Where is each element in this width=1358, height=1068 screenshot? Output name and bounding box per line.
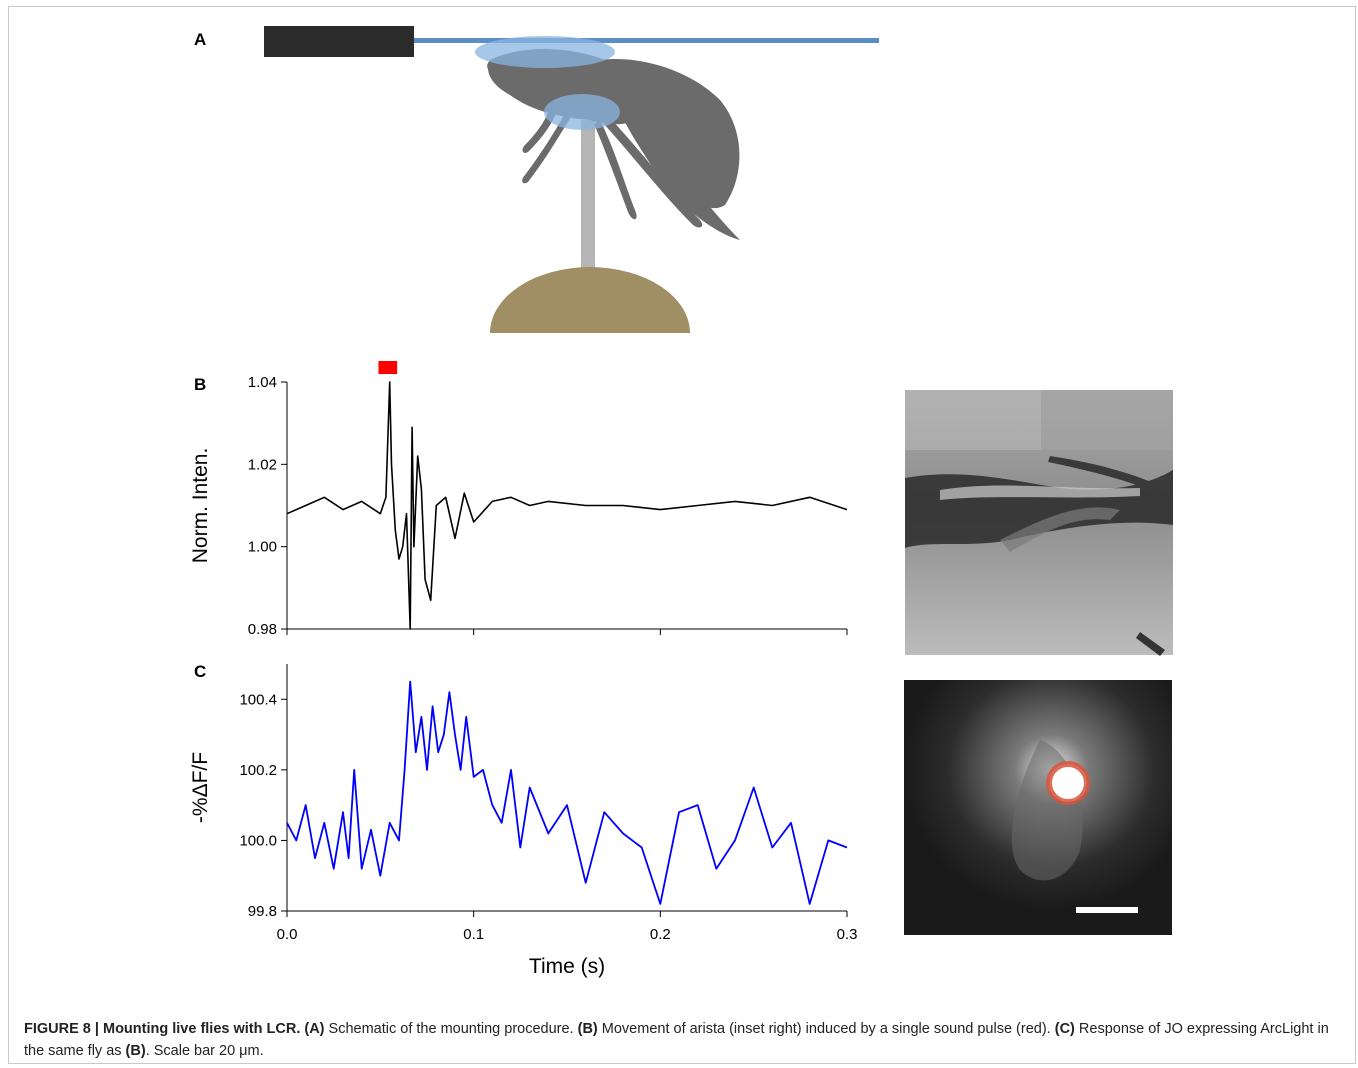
panel-c-label: C: [194, 662, 206, 681]
glue-thorax: [544, 94, 620, 130]
caption-c-ref: (C): [1054, 1021, 1075, 1037]
chart-c-xlabel: Time (s): [529, 955, 605, 978]
chart-c-xtick-label: 0.2: [650, 926, 671, 943]
figure-frame: [8, 6, 1356, 1064]
panel-a-label: A: [194, 30, 206, 49]
chart-b-trace: [286, 381, 848, 630]
chart-b-ytick-label: 1.04: [248, 374, 277, 391]
caption-a-text: Schematic of the mounting procedure.: [324, 1021, 578, 1037]
caption-b-text: Movement of arista (inset right) induced…: [597, 1021, 1055, 1037]
chart-b-ytick-label: 0.98: [248, 621, 277, 638]
chart-c-ytick-label: 100.4: [239, 691, 277, 708]
base-mound: [490, 267, 690, 333]
chart-c-ytick-label: 99.8: [248, 903, 277, 920]
chart-b-ytick-label: 1.02: [248, 456, 277, 473]
arista-inset-photo: [905, 390, 1173, 656]
glue-head: [475, 36, 615, 68]
caption-a-ref: (A): [304, 1021, 325, 1037]
chart-b-ytick-label: 1.00: [248, 539, 277, 556]
chart-c-xtick-label: 0.0: [277, 926, 298, 943]
caption-b-ref: (B): [577, 1021, 598, 1037]
caption-c-text: Response of JO expressing ArcLight in th…: [24, 1021, 1329, 1059]
beam: [414, 38, 879, 43]
chart-c: 99.8 100.0 100.2 100.4 0.0 0.1 0.2 0.3 -%ΔF/F Tim…: [189, 664, 857, 978]
chart-b: 0.98 1.00 1.02 1.04 Norm. Inten.: [189, 361, 848, 638]
chart-c-xtick-label: 0.1: [463, 926, 484, 943]
roi-circle: [1046, 761, 1090, 805]
chart-b-ylabel: Norm. Inten.: [189, 448, 212, 564]
figure-caption: FIGURE 8 | Mounting live flies with LCR.…: [24, 1018, 1344, 1062]
mounting-schematic: [264, 26, 879, 333]
scale-bar: [1076, 907, 1138, 913]
chart-c-trace: [286, 680, 848, 905]
chart-c-xtick-label: 0.3: [837, 926, 858, 943]
panel-b-label: B: [194, 375, 206, 394]
caption-figure-label: FIGURE 8 | Mounting live flies with LCR.: [24, 1021, 301, 1037]
holder-bar: [264, 26, 414, 57]
caption-c-ref2: (B): [125, 1043, 146, 1059]
figure-canvas: A B 0.98 1.00 1.02 1.04 Norm. Inten. C: [189, 26, 1173, 978]
rod: [581, 120, 595, 275]
caption-end-text: . Scale bar 20 μm.: [145, 1043, 264, 1059]
fly-silhouette-icon: [487, 48, 740, 240]
chart-b-stimulus-pulse: [378, 361, 398, 374]
jo-fluorescence-inset-photo: [904, 680, 1172, 935]
chart-c-ytick-label: 100.2: [239, 762, 277, 779]
chart-c-ytick-label: 100.0: [239, 832, 277, 849]
chart-c-ylabel: -%ΔF/F: [189, 752, 212, 823]
